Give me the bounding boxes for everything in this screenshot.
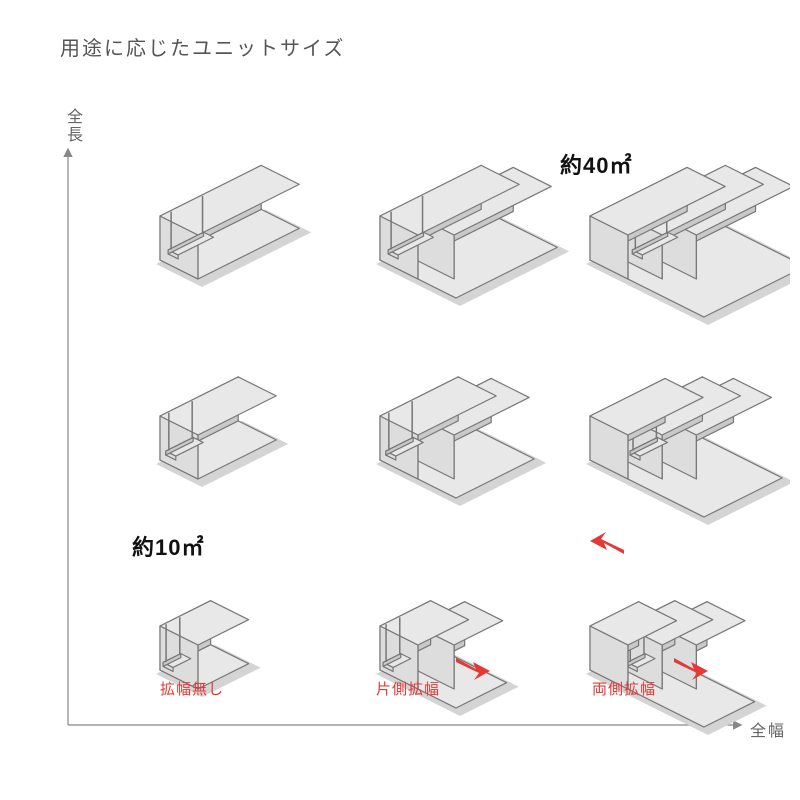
unit-cell-r2-c0 <box>140 550 360 755</box>
container-icon <box>360 550 580 750</box>
unit-cell-r0-c0 <box>140 140 360 345</box>
container-icon <box>360 340 580 540</box>
unit-cell-r1-c0 <box>140 340 360 545</box>
expand-arrow-icon <box>452 652 492 682</box>
column-label-2: 両側拡幅 <box>592 678 656 699</box>
overlay-label-1: 約40㎡ <box>560 148 632 180</box>
unit-cell-r1-c2 <box>570 340 790 545</box>
expand-arrow-icon <box>588 530 628 560</box>
container-icon <box>360 140 580 340</box>
overlay-label-0: 約10㎡ <box>132 530 204 562</box>
container-icon <box>140 550 360 750</box>
column-label-0: 拡幅無し <box>160 678 224 699</box>
unit-cell-r0-c1 <box>360 140 580 345</box>
expand-arrow-icon <box>670 652 710 682</box>
container-icon <box>570 340 790 540</box>
unit-grid <box>100 110 740 700</box>
column-label-1: 片側拡幅 <box>376 678 440 699</box>
container-icon <box>140 340 360 540</box>
container-icon <box>570 550 790 750</box>
unit-cell-r1-c1 <box>360 340 580 545</box>
container-icon <box>140 140 360 340</box>
